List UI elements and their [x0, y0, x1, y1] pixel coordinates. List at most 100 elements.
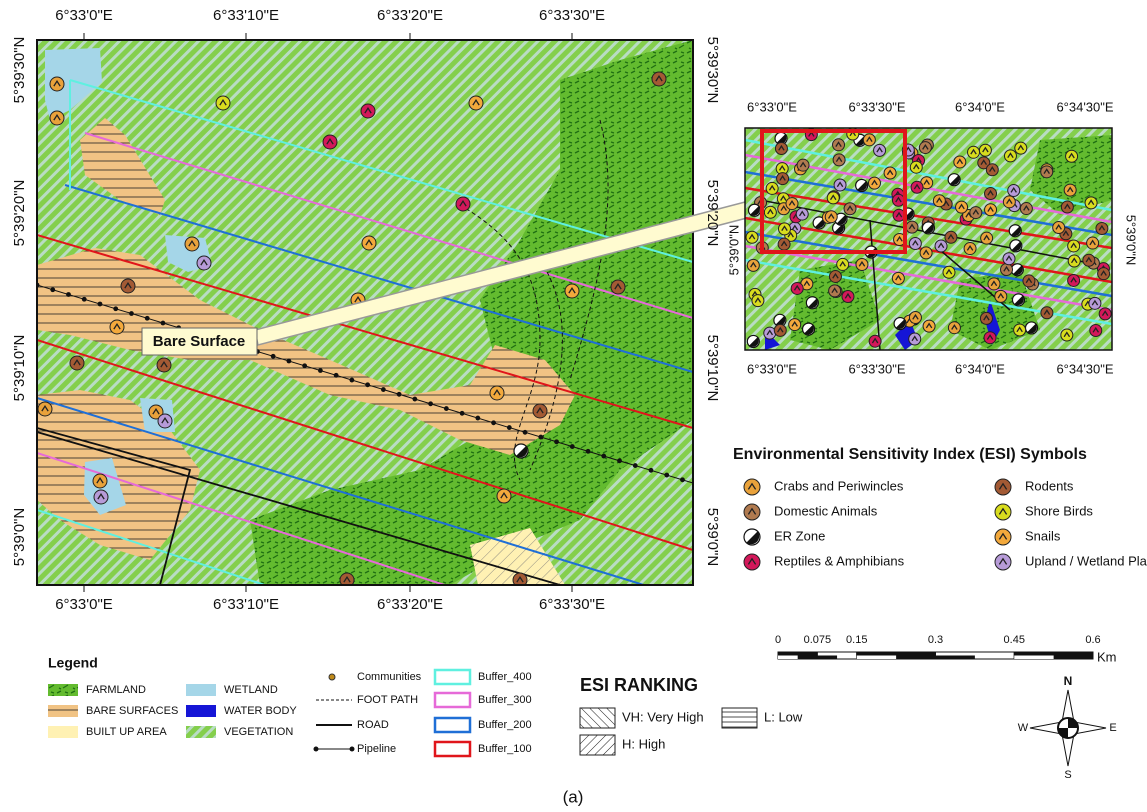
esi-symbol	[121, 279, 135, 293]
symbol-bg	[995, 479, 1011, 495]
symbol-bg	[1064, 184, 1076, 196]
esi-symbol	[747, 259, 759, 271]
pipeline-node	[98, 302, 103, 307]
scale-label: 0.6	[1085, 634, 1100, 646]
esi-symbol	[744, 529, 760, 545]
legend-title: Legend	[48, 655, 98, 671]
symbol-bg	[984, 332, 996, 344]
symbol-bg	[362, 236, 376, 250]
symbol-bg	[842, 291, 854, 303]
esi-symbol	[70, 356, 84, 370]
symbol-bg	[910, 161, 922, 173]
ranking-swatch	[722, 708, 757, 728]
compass-w: W	[1018, 722, 1029, 734]
symbol-bg	[747, 259, 759, 271]
pipeline-node	[302, 363, 307, 368]
scale-segment-half	[1014, 656, 1053, 660]
esi-symbol	[786, 198, 798, 210]
esi-symbol	[778, 238, 790, 250]
symbol-bg	[1068, 274, 1080, 286]
symbol-bg	[834, 179, 846, 191]
esi-symbol	[1008, 185, 1020, 197]
pipeline-node	[570, 444, 575, 449]
esi-symbol	[746, 231, 758, 243]
esi-symbol	[1064, 184, 1076, 196]
symbol-bg	[1089, 297, 1101, 309]
esi-symbol	[744, 554, 760, 570]
symbol-bg	[469, 96, 483, 110]
symbol-bg	[829, 285, 841, 297]
esi-legend-label: ER Zone	[774, 528, 825, 543]
esi-symbol	[1089, 297, 1101, 309]
esi-symbol	[565, 284, 579, 298]
esi-symbol	[778, 223, 790, 235]
symbol-bg	[752, 295, 764, 307]
esi-symbol	[980, 312, 992, 324]
legend-label: WATER BODY	[224, 705, 297, 717]
symbol-bg	[1014, 324, 1026, 336]
esi-symbol	[1087, 237, 1099, 249]
pipeline-node	[334, 373, 339, 378]
esi-symbol	[856, 258, 868, 270]
scale-label: 0.45	[1004, 634, 1025, 646]
esi-symbol	[1099, 308, 1111, 320]
esi-symbol	[869, 335, 881, 347]
symbol-bg	[833, 154, 845, 166]
esi-symbol	[652, 72, 666, 86]
esi-symbol	[158, 414, 172, 428]
lat-label: 5°39'30"N	[704, 37, 721, 104]
lon-label: 6°33'30"E	[848, 361, 905, 376]
esi-legend-title: Environmental Sensitivity Index (ESI) Sy…	[733, 446, 1087, 463]
esi-symbol	[1011, 264, 1023, 276]
legend-pipeline-node	[314, 747, 319, 752]
esi-symbol	[935, 240, 947, 252]
esi-symbol	[1061, 329, 1073, 341]
esi-symbol	[777, 173, 789, 185]
symbol-bg	[892, 272, 904, 284]
pipeline-node	[412, 397, 417, 402]
esi-symbol	[844, 203, 856, 215]
legend-buffer	[435, 693, 470, 707]
lat-label: 5°39'0"N	[11, 508, 28, 566]
lon-label: 6°33'0"E	[747, 99, 797, 114]
esi-symbol	[1003, 253, 1015, 265]
esi-symbol	[764, 206, 776, 218]
esi-symbol	[995, 554, 1011, 570]
symbol-bg	[1087, 237, 1099, 249]
esi-symbol	[157, 358, 171, 372]
symbol-bg	[1090, 324, 1102, 336]
esi-legend-label: Rodents	[1025, 478, 1074, 493]
pipeline-node	[601, 454, 606, 459]
esi-symbol	[1020, 203, 1032, 215]
lon-label: 6°34'0"E	[955, 361, 1005, 376]
symbol-bg	[1001, 264, 1013, 276]
symbol-bg	[1068, 240, 1080, 252]
symbol-bg	[868, 177, 880, 189]
symbol-bg	[1004, 150, 1016, 162]
esi-symbol	[1010, 240, 1022, 252]
esi-symbol	[988, 278, 1000, 290]
esi-symbol	[985, 188, 997, 200]
pipeline-node	[649, 468, 654, 473]
symbol-bg	[995, 554, 1011, 570]
esi-legend-label: Snails	[1025, 528, 1061, 543]
scale-segment-half	[778, 656, 798, 660]
symbol-bg	[652, 72, 666, 86]
esi-symbol	[933, 195, 945, 207]
pipeline-node	[365, 382, 370, 387]
symbol-bg	[611, 280, 625, 294]
ranking-swatch	[580, 708, 615, 728]
symbol-bg	[954, 156, 966, 168]
esi-symbol	[497, 489, 511, 503]
esi-symbol	[1041, 166, 1053, 178]
symbol-bg	[497, 489, 511, 503]
esi-symbol	[906, 221, 918, 233]
esi-symbol	[920, 247, 932, 259]
esi-symbol	[909, 333, 921, 345]
legend-community	[329, 674, 335, 680]
scale-unit: Km	[1097, 649, 1117, 664]
esi-symbol	[968, 146, 980, 158]
symbol-bg	[93, 474, 107, 488]
esi-symbol	[964, 243, 976, 255]
esi-symbol	[1004, 150, 1016, 162]
